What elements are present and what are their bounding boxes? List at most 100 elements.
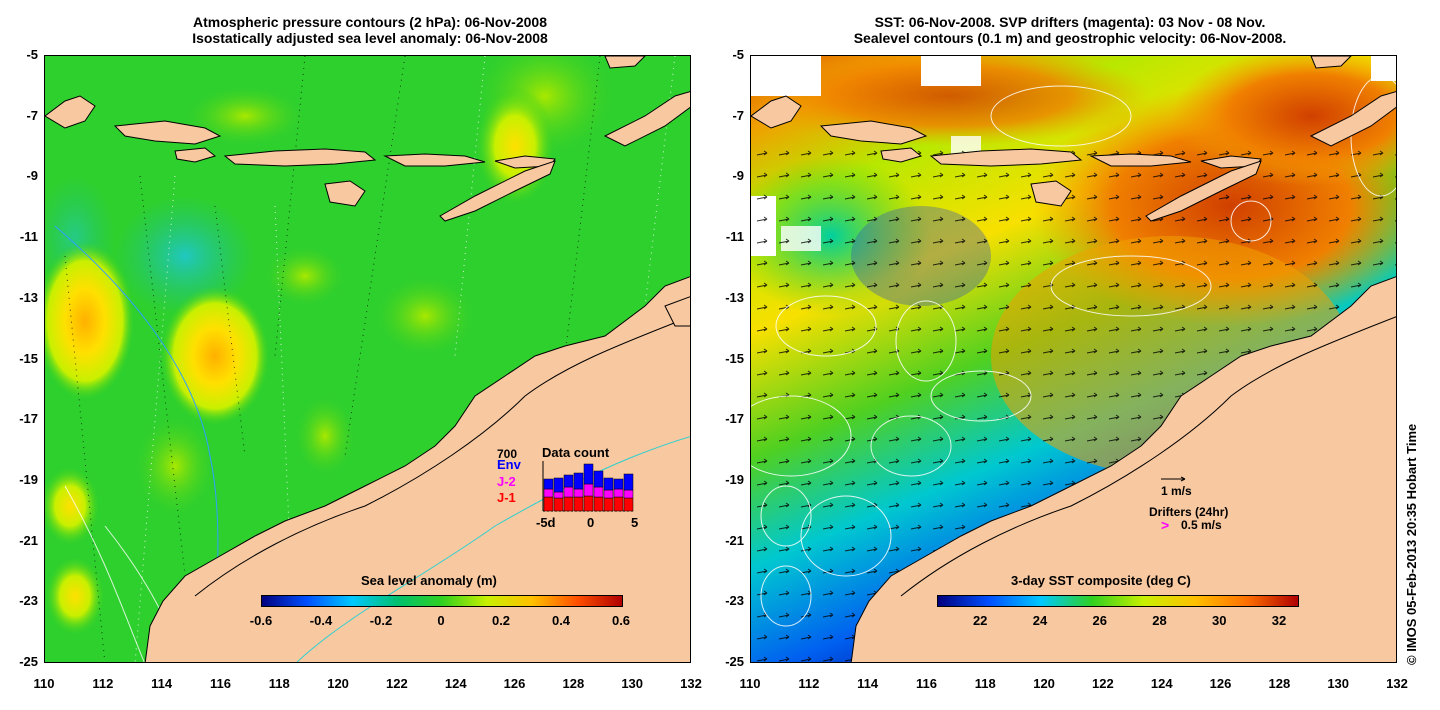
data-count-title: Data count [542, 445, 610, 460]
y-tick-label: -11 [19, 229, 38, 245]
y-tick-label: -23 [725, 593, 744, 609]
x-tick-label: 130 [621, 676, 644, 691]
colorbar-tick-label: 0.6 [611, 613, 631, 628]
data-count-bar [623, 473, 634, 491]
y-tick-label: -9 [26, 168, 38, 184]
x-tick-label: 114 [151, 676, 173, 691]
colorbar-tick-label: -0.2 [369, 613, 393, 628]
y-tick-label: -13 [19, 289, 38, 305]
y-tick-label: -15 [19, 350, 38, 366]
data-count-bar [603, 489, 614, 499]
data-count-bar [583, 463, 594, 485]
data-count-bar [563, 474, 574, 488]
data-count-bar [593, 486, 604, 498]
colorbar-tick-label: 32 [1271, 613, 1287, 628]
x-tick-label: 120 [327, 676, 349, 691]
data-count-bar [613, 496, 624, 512]
data-count-bar [603, 497, 614, 512]
y-tick-label: -11 [725, 229, 744, 245]
data-count-bar [553, 491, 564, 499]
right-title-line1: SST: 06-Nov-2008. SVP drifters (magenta)… [874, 14, 1266, 30]
x-tick-label: 128 [1268, 676, 1291, 691]
left-map-panel[interactable]: Data count 700 Env J-2 J-1 -5d 0 5 Sea l… [44, 55, 691, 663]
sea-level-anomaly-map [45, 56, 690, 662]
data-count-bar [543, 478, 554, 490]
colorbar-tick-label: 0 [437, 613, 445, 628]
scale-arrow-icon [1161, 476, 1186, 482]
inset-xtick-0: -5d [536, 515, 556, 530]
left-title-line2: Isostatically adjusted sea level anomaly… [192, 30, 548, 46]
right-map-panel[interactable]: 1 m/s Drifters (24hr) > 0.5 m/s 3-day SS… [750, 55, 1397, 663]
right-title-line2: Sealevel contours (0.1 m) and geostrophi… [853, 30, 1287, 46]
left-title-line1: Atmospheric pressure contours (2 hPa): 0… [193, 14, 547, 30]
x-tick-label: 116 [915, 676, 937, 691]
colorbar-tick-label: 28 [1152, 613, 1167, 628]
drifter-marker-icon: > [1161, 517, 1170, 533]
colorbar-tick-label: 22 [972, 613, 988, 628]
x-tick-label: 126 [1209, 676, 1232, 691]
data-count-bar [613, 488, 624, 498]
colorbar-tick-label: 0.2 [491, 613, 511, 628]
y-tick-label: -23 [19, 593, 38, 609]
inset-xtick-2: 5 [631, 515, 639, 530]
data-count-bar [613, 478, 624, 490]
y-tick-label: -13 [725, 289, 744, 305]
data-count-bar [543, 488, 554, 498]
y-tick-label: -5 [26, 47, 38, 62]
inset-xtick-1: 0 [587, 515, 595, 530]
data-count-bar [563, 486, 574, 498]
x-tick-label: 124 [1150, 676, 1173, 691]
data-count-bar [543, 496, 554, 512]
x-tick-label: 116 [209, 676, 231, 691]
x-tick-label: 130 [1327, 676, 1350, 691]
x-tick-label: 132 [1386, 676, 1408, 691]
right-panel-title: SST: 06-Nov-2008. SVP drifters (magenta)… [820, 14, 1320, 46]
credit-text: © IMOS 05-Feb-2013 20:35 Hobart Time [1404, 423, 1419, 665]
y-tick-label: -17 [19, 411, 38, 427]
data-count-bar [583, 495, 594, 512]
colorbar-tick-label: 24 [1032, 613, 1048, 628]
left-colorbar [261, 595, 623, 607]
x-tick-label: 120 [1033, 676, 1055, 691]
x-tick-label: 122 [386, 676, 408, 691]
colorbar-tick-label: 30 [1212, 613, 1227, 628]
data-count-bar [573, 488, 584, 498]
data-count-bar [573, 496, 584, 512]
y-tick-label: -25 [725, 654, 744, 669]
colorbar-tick-label: 0.4 [551, 613, 571, 628]
right-colorbar-title: 3-day SST composite (deg C) [1011, 573, 1191, 588]
y-tick-label: -25 [19, 654, 38, 669]
left-panel-title: Atmospheric pressure contours (2 hPa): 0… [140, 14, 600, 46]
y-tick-label: -9 [732, 168, 744, 184]
y-tick-label: -19 [19, 471, 38, 487]
scale-arrow-label: 1 m/s [1161, 484, 1192, 498]
x-tick-label: 126 [503, 676, 526, 691]
right-colorbar [937, 595, 1299, 607]
data-count-bars [542, 461, 634, 512]
data-count-bar [593, 470, 604, 488]
colorbar-tick-label: 26 [1092, 613, 1107, 628]
data-count-bar [623, 489, 634, 499]
x-tick-label: 118 [268, 676, 290, 691]
x-tick-label: 112 [798, 676, 820, 691]
y-tick-label: -21 [19, 532, 38, 548]
y-tick-label: -15 [725, 350, 744, 366]
colorbar-tick-label: -0.4 [309, 613, 333, 628]
data-count-bar [593, 496, 604, 512]
drifter-speed-label: 0.5 m/s [1181, 518, 1222, 532]
x-tick-label: 118 [974, 676, 996, 691]
x-tick-label: 114 [857, 676, 879, 691]
legend-env: Env [497, 457, 521, 472]
x-tick-label: 124 [444, 676, 467, 691]
x-tick-label: 110 [33, 676, 55, 691]
left-colorbar-title: Sea level anomaly (m) [361, 573, 497, 588]
x-tick-label: 122 [1092, 676, 1114, 691]
y-tick-label: -19 [725, 471, 744, 487]
data-count-bar [573, 472, 584, 490]
data-count-bar [603, 477, 614, 491]
data-count-bar [583, 483, 594, 497]
data-count-bar [563, 496, 574, 512]
y-tick-label: -7 [732, 107, 744, 123]
y-tick-label: -21 [725, 532, 744, 548]
drifters-label: Drifters (24hr) [1149, 505, 1229, 519]
